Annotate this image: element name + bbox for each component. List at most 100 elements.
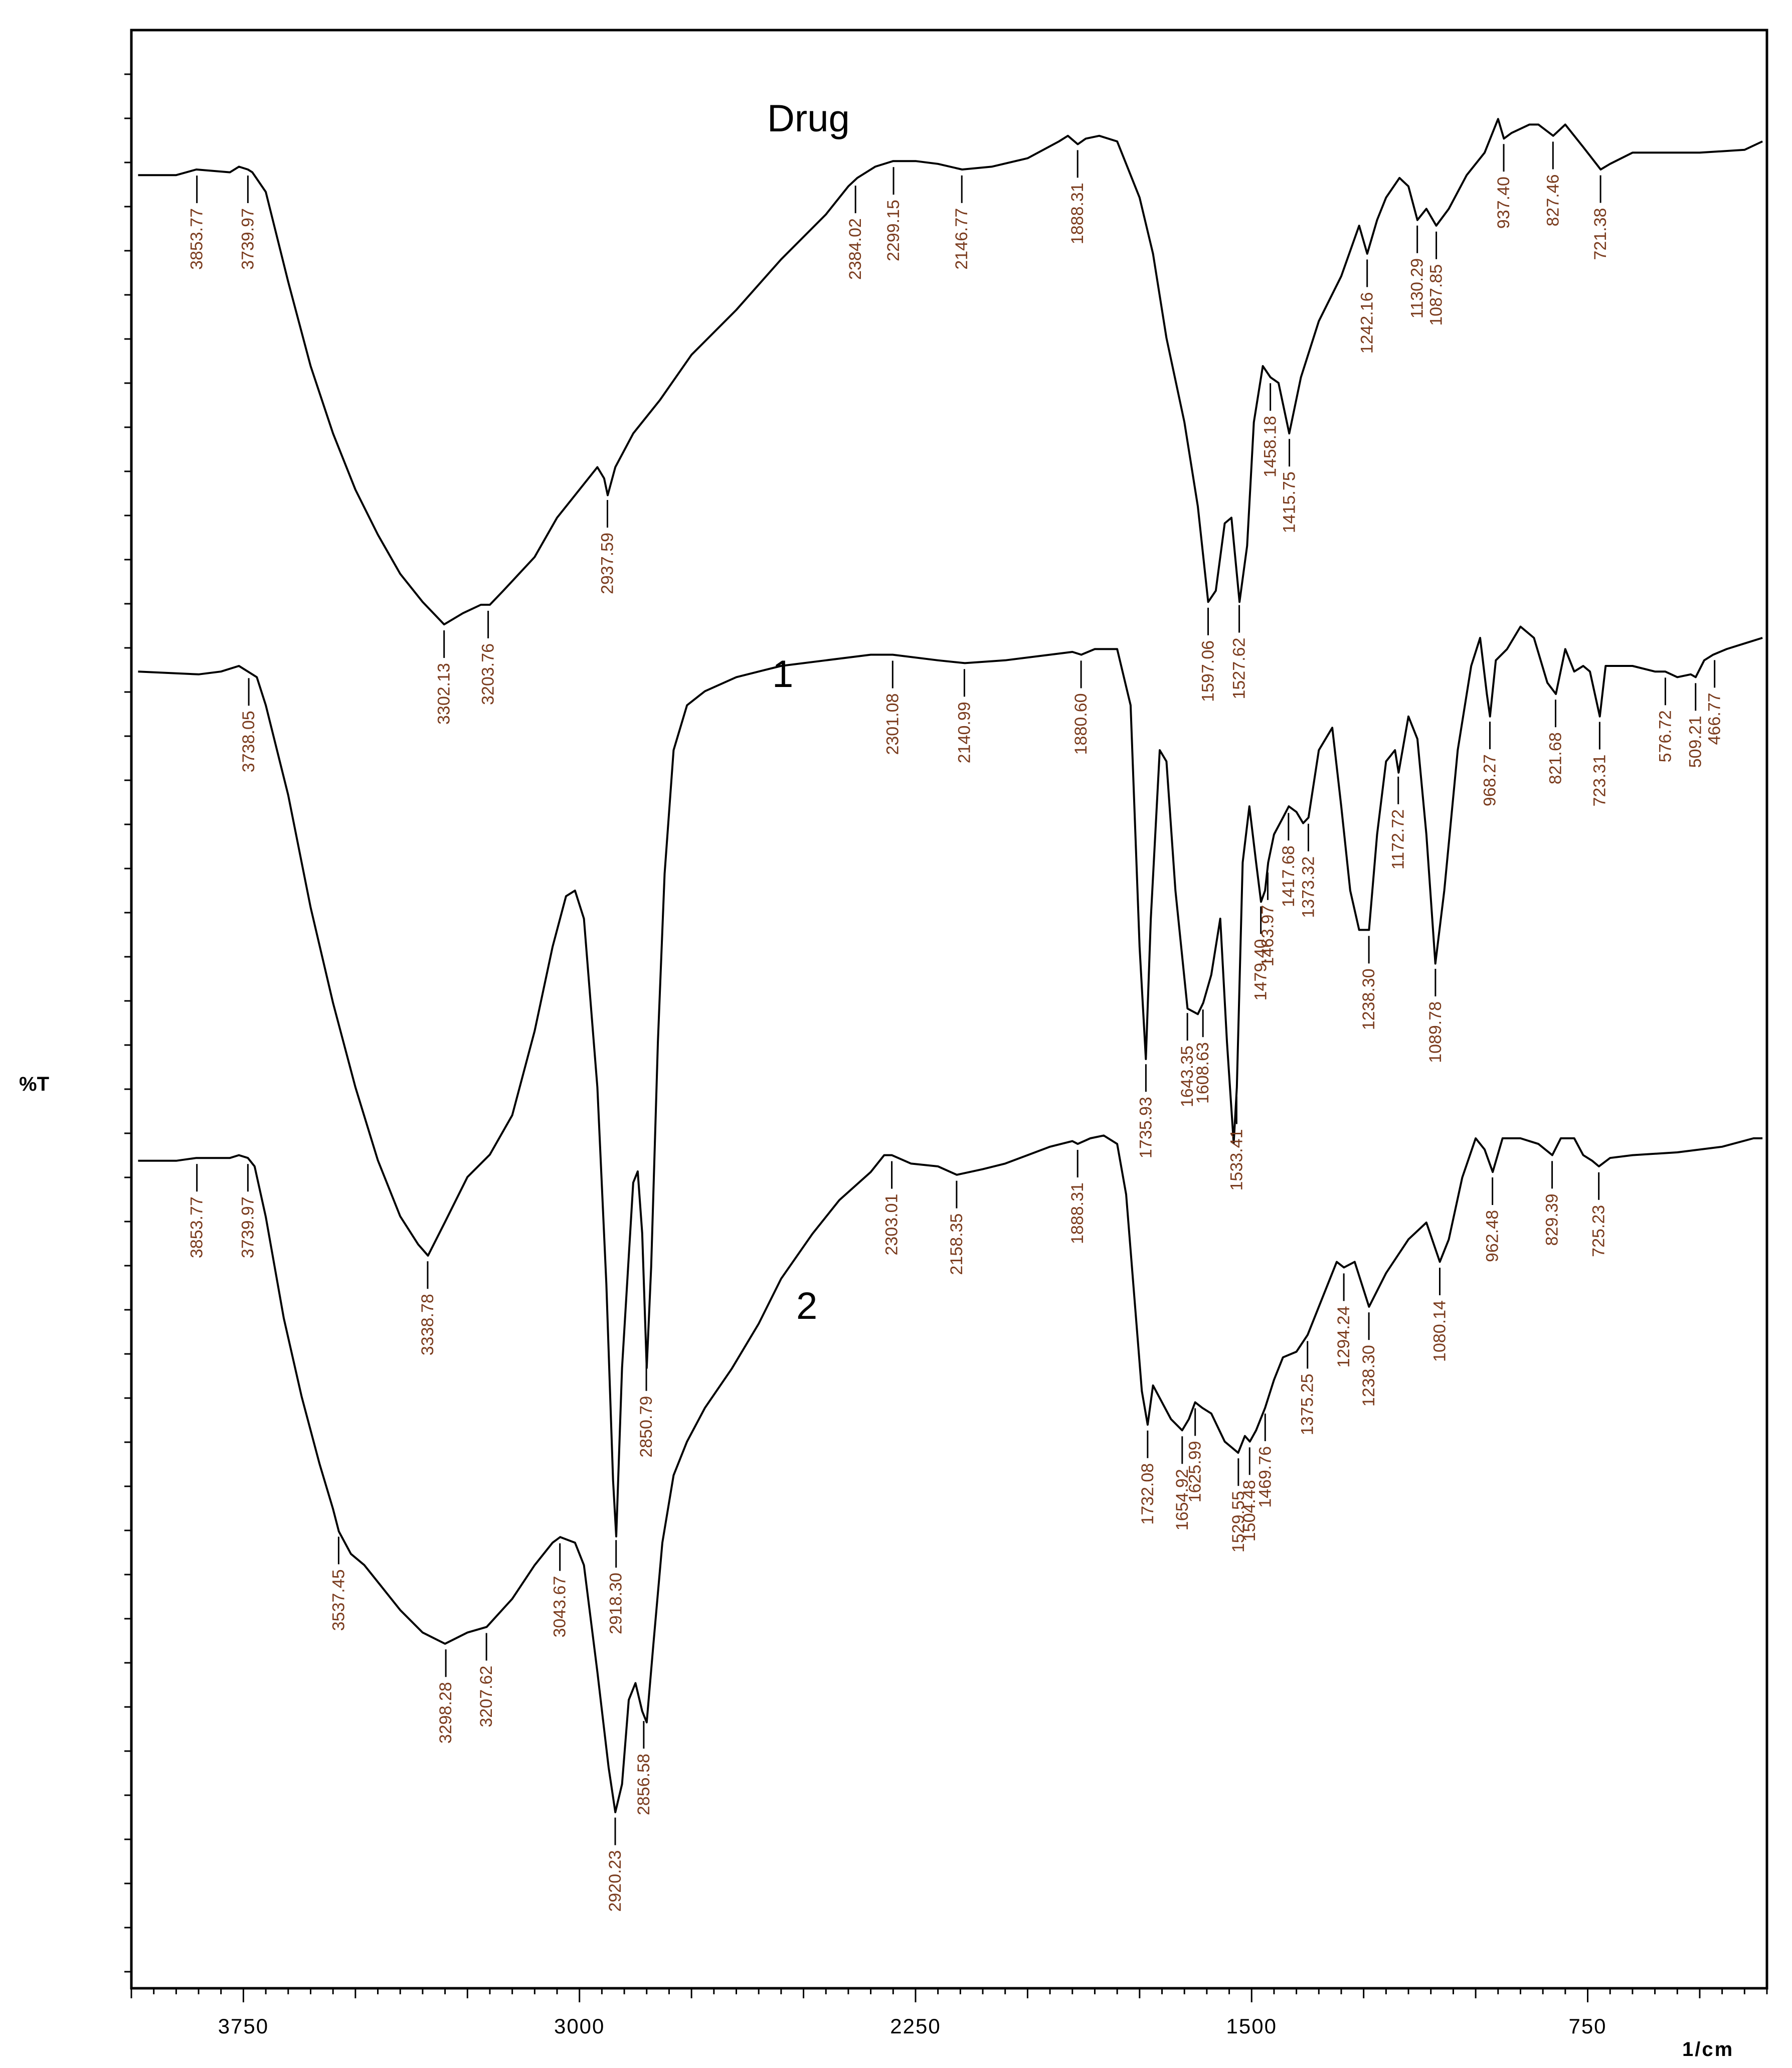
peak-marker: 3739.97 — [238, 176, 257, 270]
peak-label: 2850.79 — [637, 1396, 656, 1458]
peak-label: 1373.32 — [1299, 856, 1318, 918]
series-label: 2 — [796, 1285, 817, 1327]
peak-marker: 1597.06 — [1199, 607, 1218, 702]
series-label: 1 — [772, 653, 793, 696]
peak-label: 2299.15 — [884, 200, 903, 261]
peak-label: 509.21 — [1686, 716, 1705, 768]
peak-marker: 2384.02 — [846, 186, 865, 280]
peak-label: 3298.28 — [436, 1682, 455, 1744]
peak-label: 1172.72 — [1389, 809, 1408, 870]
peak-marker: 962.48 — [1483, 1177, 1502, 1262]
peak-label: 1469.76 — [1256, 1446, 1275, 1508]
peak-marker: 1527.62 — [1230, 605, 1249, 700]
spectrum-line — [138, 118, 1763, 626]
peak-label: 968.27 — [1480, 754, 1499, 806]
peak-marker: 2158.35 — [947, 1180, 966, 1275]
peak-marker: 2146.77 — [952, 175, 971, 270]
peak-label: 1888.31 — [1068, 1182, 1087, 1244]
peak-marker: 2303.01 — [882, 1161, 902, 1256]
peak-label: 3739.97 — [238, 1196, 257, 1258]
peak-label: 3739.97 — [238, 208, 257, 270]
peak-marker: 1533.41 — [1227, 1096, 1246, 1191]
peak-label: 3207.62 — [477, 1666, 496, 1728]
peak-label: 3338.78 — [418, 1294, 437, 1355]
peak-label: 1597.06 — [1199, 640, 1218, 702]
peak-marker: 1458.18 — [1261, 383, 1280, 477]
peak-marker: 1880.60 — [1071, 660, 1091, 755]
peak-marker: 827.46 — [1543, 141, 1562, 226]
peak-marker: 2299.15 — [884, 167, 903, 261]
peak-marker: 3203.76 — [479, 611, 498, 705]
peak-label: 466.77 — [1705, 693, 1724, 745]
peak-marker: 725.23 — [1589, 1172, 1608, 1257]
peak-label: 2384.02 — [846, 218, 865, 280]
peak-label: 576.72 — [1656, 710, 1675, 762]
peak-label: 1643.35 — [1178, 1046, 1197, 1107]
peak-marker: 3537.45 — [329, 1536, 348, 1631]
peak-marker: 1080.14 — [1430, 1268, 1449, 1362]
peak-marker: 3302.13 — [435, 630, 454, 725]
peak-marker: 821.68 — [1546, 700, 1565, 784]
peak-label: 1479.40 — [1251, 939, 1271, 1001]
peak-marker: 3207.62 — [477, 1633, 496, 1728]
peak-label: 1527.62 — [1230, 638, 1249, 700]
peak-marker: 2856.58 — [634, 1721, 653, 1815]
peak-marker: 2918.30 — [607, 1540, 626, 1634]
peak-label: 1238.30 — [1359, 968, 1378, 1030]
peak-marker: 3338.78 — [418, 1261, 437, 1355]
peak-marker: 1373.32 — [1299, 823, 1318, 918]
y-axis-ticks — [124, 73, 131, 1973]
peak-marker: 1735.93 — [1136, 1064, 1155, 1158]
peak-label: 2303.01 — [882, 1194, 902, 1256]
peak-marker: 1294.24 — [1334, 1273, 1353, 1367]
peak-label: 1242.16 — [1358, 292, 1377, 354]
peak-marker: 1529.55 — [1229, 1458, 1248, 1553]
peak-label: 3203.76 — [479, 643, 498, 705]
peak-label: 1735.93 — [1136, 1097, 1155, 1158]
peak-marker: 576.72 — [1656, 677, 1675, 762]
peak-label: 1654.92 — [1173, 1469, 1192, 1530]
peak-label: 3853.77 — [188, 1196, 207, 1258]
peak-marker: 2140.99 — [955, 669, 974, 763]
peak-marker: 3298.28 — [436, 1649, 455, 1744]
peak-marker: 466.77 — [1705, 660, 1724, 745]
peak-label: 1608.63 — [1193, 1042, 1212, 1104]
peak-label: 1888.31 — [1068, 183, 1087, 244]
peak-label: 2146.77 — [952, 208, 971, 270]
peak-label: 1458.18 — [1261, 416, 1280, 477]
peak-marker: 2937.59 — [598, 500, 617, 594]
peak-label: 723.31 — [1590, 755, 1609, 807]
spectrum-line — [138, 1134, 1763, 1813]
peak-marker: 1087.85 — [1427, 231, 1446, 326]
x-tick-label: 750 — [1568, 2014, 1606, 2038]
peak-marker: 829.39 — [1543, 1161, 1562, 1246]
peak-label: 1625.99 — [1186, 1441, 1205, 1502]
peak-label: 3537.45 — [329, 1569, 348, 1631]
peak-label: 1417.68 — [1279, 845, 1298, 907]
peak-label: 1375.25 — [1298, 1373, 1317, 1435]
peak-label: 829.39 — [1543, 1193, 1562, 1246]
peak-label: 725.23 — [1589, 1205, 1608, 1257]
peak-label: 1238.30 — [1359, 1345, 1378, 1407]
peak-marker: 1643.35 — [1178, 1013, 1197, 1107]
peak-label: 2140.99 — [955, 702, 974, 763]
peak-marker: 2301.08 — [883, 660, 902, 755]
x-tick-label: 3000 — [554, 2014, 605, 2038]
peak-marker: 3853.77 — [188, 1164, 207, 1258]
spectrum-line — [138, 625, 1763, 1537]
peak-label: 827.46 — [1543, 174, 1562, 226]
peak-label: 2920.23 — [606, 1850, 625, 1912]
peak-label: 1089.78 — [1426, 1001, 1445, 1063]
peak-label: 2856.58 — [634, 1754, 653, 1815]
peak-marker: 1415.75 — [1280, 439, 1299, 533]
peak-label: 1415.75 — [1280, 471, 1299, 533]
peak-marker: 1238.30 — [1359, 1312, 1378, 1407]
peak-marker: 1608.63 — [1193, 1009, 1212, 1104]
peak-label: 721.38 — [1591, 208, 1610, 260]
peak-label: 1533.41 — [1227, 1129, 1246, 1191]
peak-marker: 1130.29 — [1408, 225, 1427, 318]
peak-marker: 1469.76 — [1256, 1413, 1275, 1508]
peak-marker: 1242.16 — [1358, 259, 1377, 354]
peak-label: 3302.13 — [435, 663, 454, 725]
